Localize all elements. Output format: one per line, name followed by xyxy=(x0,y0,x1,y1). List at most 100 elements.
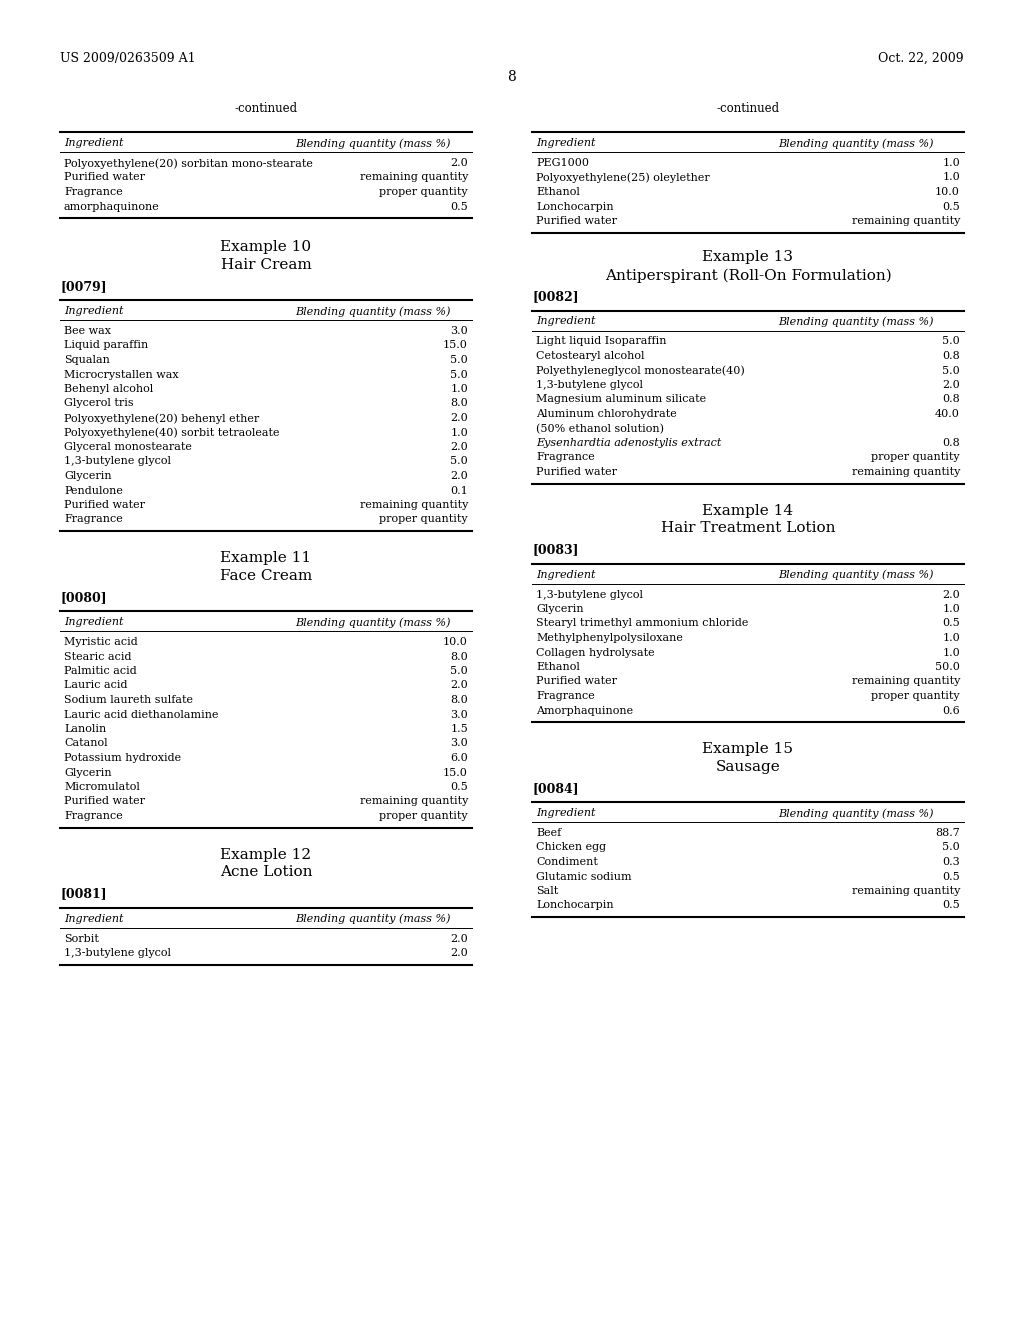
Text: Ingredient: Ingredient xyxy=(536,317,596,326)
Text: Example 15: Example 15 xyxy=(702,742,794,756)
Text: Sorbit: Sorbit xyxy=(63,933,99,944)
Text: [0079]: [0079] xyxy=(60,280,106,293)
Text: 0.5: 0.5 xyxy=(942,619,961,628)
Text: 1.0: 1.0 xyxy=(942,648,961,657)
Text: Glyceral monostearate: Glyceral monostearate xyxy=(63,442,191,451)
Text: 2.0: 2.0 xyxy=(451,442,468,451)
Text: 0.6: 0.6 xyxy=(942,705,961,715)
Text: Blending quantity (mass %): Blending quantity (mass %) xyxy=(778,139,934,149)
Text: Lauric acid diethanolamine: Lauric acid diethanolamine xyxy=(63,710,218,719)
Text: Purified water: Purified water xyxy=(536,676,617,686)
Text: remaining quantity: remaining quantity xyxy=(359,173,468,182)
Text: Acne Lotion: Acne Lotion xyxy=(220,866,312,879)
Text: amorphaquinone: amorphaquinone xyxy=(63,202,160,211)
Text: 2.0: 2.0 xyxy=(451,681,468,690)
Text: 2.0: 2.0 xyxy=(942,380,961,389)
Text: proper quantity: proper quantity xyxy=(379,187,468,197)
Text: (50% ethanol solution): (50% ethanol solution) xyxy=(536,424,664,434)
Text: remaining quantity: remaining quantity xyxy=(852,886,961,896)
Text: Blending quantity (mass %): Blending quantity (mass %) xyxy=(295,306,451,317)
Text: Squalan: Squalan xyxy=(63,355,110,366)
Text: Example 10: Example 10 xyxy=(220,240,311,253)
Text: 0.5: 0.5 xyxy=(451,781,468,792)
Text: Blending quantity (mass %): Blending quantity (mass %) xyxy=(778,569,934,579)
Text: Hair Cream: Hair Cream xyxy=(220,257,311,272)
Text: Glycerin: Glycerin xyxy=(536,605,584,614)
Text: 3.0: 3.0 xyxy=(451,326,468,337)
Text: Ingredient: Ingredient xyxy=(63,616,124,627)
Text: Glutamic sodium: Glutamic sodium xyxy=(536,871,632,882)
Text: 1,3-butylene glycol: 1,3-butylene glycol xyxy=(536,590,643,599)
Text: Polyoxyethylene(25) oleylether: Polyoxyethylene(25) oleylether xyxy=(536,173,710,183)
Text: Palmitic acid: Palmitic acid xyxy=(63,667,137,676)
Text: Stearic acid: Stearic acid xyxy=(63,652,131,661)
Text: remaining quantity: remaining quantity xyxy=(852,216,961,226)
Text: 3.0: 3.0 xyxy=(451,738,468,748)
Text: Sausage: Sausage xyxy=(716,760,780,774)
Text: 5.0: 5.0 xyxy=(451,667,468,676)
Text: 1,3-butylene glycol: 1,3-butylene glycol xyxy=(63,457,171,466)
Text: Behenyl alcohol: Behenyl alcohol xyxy=(63,384,154,393)
Text: Ingredient: Ingredient xyxy=(63,913,124,924)
Text: Lonchocarpin: Lonchocarpin xyxy=(536,900,613,911)
Text: 2.0: 2.0 xyxy=(942,590,961,599)
Text: 5.0: 5.0 xyxy=(451,457,468,466)
Text: Polyoxyethylene(20) behenyl ether: Polyoxyethylene(20) behenyl ether xyxy=(63,413,259,424)
Text: Example 12: Example 12 xyxy=(220,847,311,862)
Text: [0081]: [0081] xyxy=(60,887,106,900)
Text: Light liquid Isoparaffin: Light liquid Isoparaffin xyxy=(536,337,667,346)
Text: Myristic acid: Myristic acid xyxy=(63,638,138,647)
Text: Amorphaquinone: Amorphaquinone xyxy=(536,705,633,715)
Text: Ingredient: Ingredient xyxy=(536,808,596,818)
Text: Hair Treatment Lotion: Hair Treatment Lotion xyxy=(660,521,836,536)
Text: 5.0: 5.0 xyxy=(942,842,961,853)
Text: 5.0: 5.0 xyxy=(451,370,468,380)
Text: 1.0: 1.0 xyxy=(942,605,961,614)
Text: Ingredient: Ingredient xyxy=(536,139,596,148)
Text: 0.1: 0.1 xyxy=(451,486,468,495)
Text: Ethanol: Ethanol xyxy=(536,663,580,672)
Text: 0.5: 0.5 xyxy=(942,900,961,911)
Text: Potassium hydroxide: Potassium hydroxide xyxy=(63,752,181,763)
Text: Chicken egg: Chicken egg xyxy=(536,842,606,853)
Text: 6.0: 6.0 xyxy=(451,752,468,763)
Text: Ethanol: Ethanol xyxy=(536,187,580,197)
Text: Purified water: Purified water xyxy=(63,796,145,807)
Text: -continued: -continued xyxy=(717,102,779,115)
Text: remaining quantity: remaining quantity xyxy=(852,467,961,477)
Text: Blending quantity (mass %): Blending quantity (mass %) xyxy=(778,808,934,818)
Text: remaining quantity: remaining quantity xyxy=(359,500,468,510)
Text: 5.0: 5.0 xyxy=(942,366,961,375)
Text: 0.8: 0.8 xyxy=(942,395,961,404)
Text: 0.8: 0.8 xyxy=(942,438,961,447)
Text: Condiment: Condiment xyxy=(536,857,598,867)
Text: Blending quantity (mass %): Blending quantity (mass %) xyxy=(778,317,934,327)
Text: Fragrance: Fragrance xyxy=(536,453,595,462)
Text: [0082]: [0082] xyxy=(532,290,579,304)
Text: Example 14: Example 14 xyxy=(702,503,794,517)
Text: 2.0: 2.0 xyxy=(451,471,468,480)
Text: Purified water: Purified water xyxy=(536,216,617,226)
Text: 1.0: 1.0 xyxy=(942,158,961,168)
Text: 0.5: 0.5 xyxy=(942,202,961,211)
Text: Aluminum chlorohydrate: Aluminum chlorohydrate xyxy=(536,409,677,418)
Text: 50.0: 50.0 xyxy=(935,663,961,672)
Text: Face Cream: Face Cream xyxy=(220,569,312,583)
Text: 1.0: 1.0 xyxy=(942,173,961,182)
Text: 40.0: 40.0 xyxy=(935,409,961,418)
Text: 5.0: 5.0 xyxy=(451,355,468,366)
Text: 15.0: 15.0 xyxy=(443,767,468,777)
Text: Eysenhardtia adenostylis extract: Eysenhardtia adenostylis extract xyxy=(536,438,721,447)
Text: 2.0: 2.0 xyxy=(451,948,468,958)
Text: Example 11: Example 11 xyxy=(220,550,311,565)
Text: 0.5: 0.5 xyxy=(451,202,468,211)
Text: Fragrance: Fragrance xyxy=(63,515,123,524)
Text: Example 13: Example 13 xyxy=(702,251,794,264)
Text: [0083]: [0083] xyxy=(532,544,579,557)
Text: Stearyl trimethyl ammonium chloride: Stearyl trimethyl ammonium chloride xyxy=(536,619,749,628)
Text: Catanol: Catanol xyxy=(63,738,108,748)
Text: Ingredient: Ingredient xyxy=(536,569,596,579)
Text: Fragrance: Fragrance xyxy=(63,187,123,197)
Text: 8.0: 8.0 xyxy=(451,696,468,705)
Text: [0080]: [0080] xyxy=(60,591,106,605)
